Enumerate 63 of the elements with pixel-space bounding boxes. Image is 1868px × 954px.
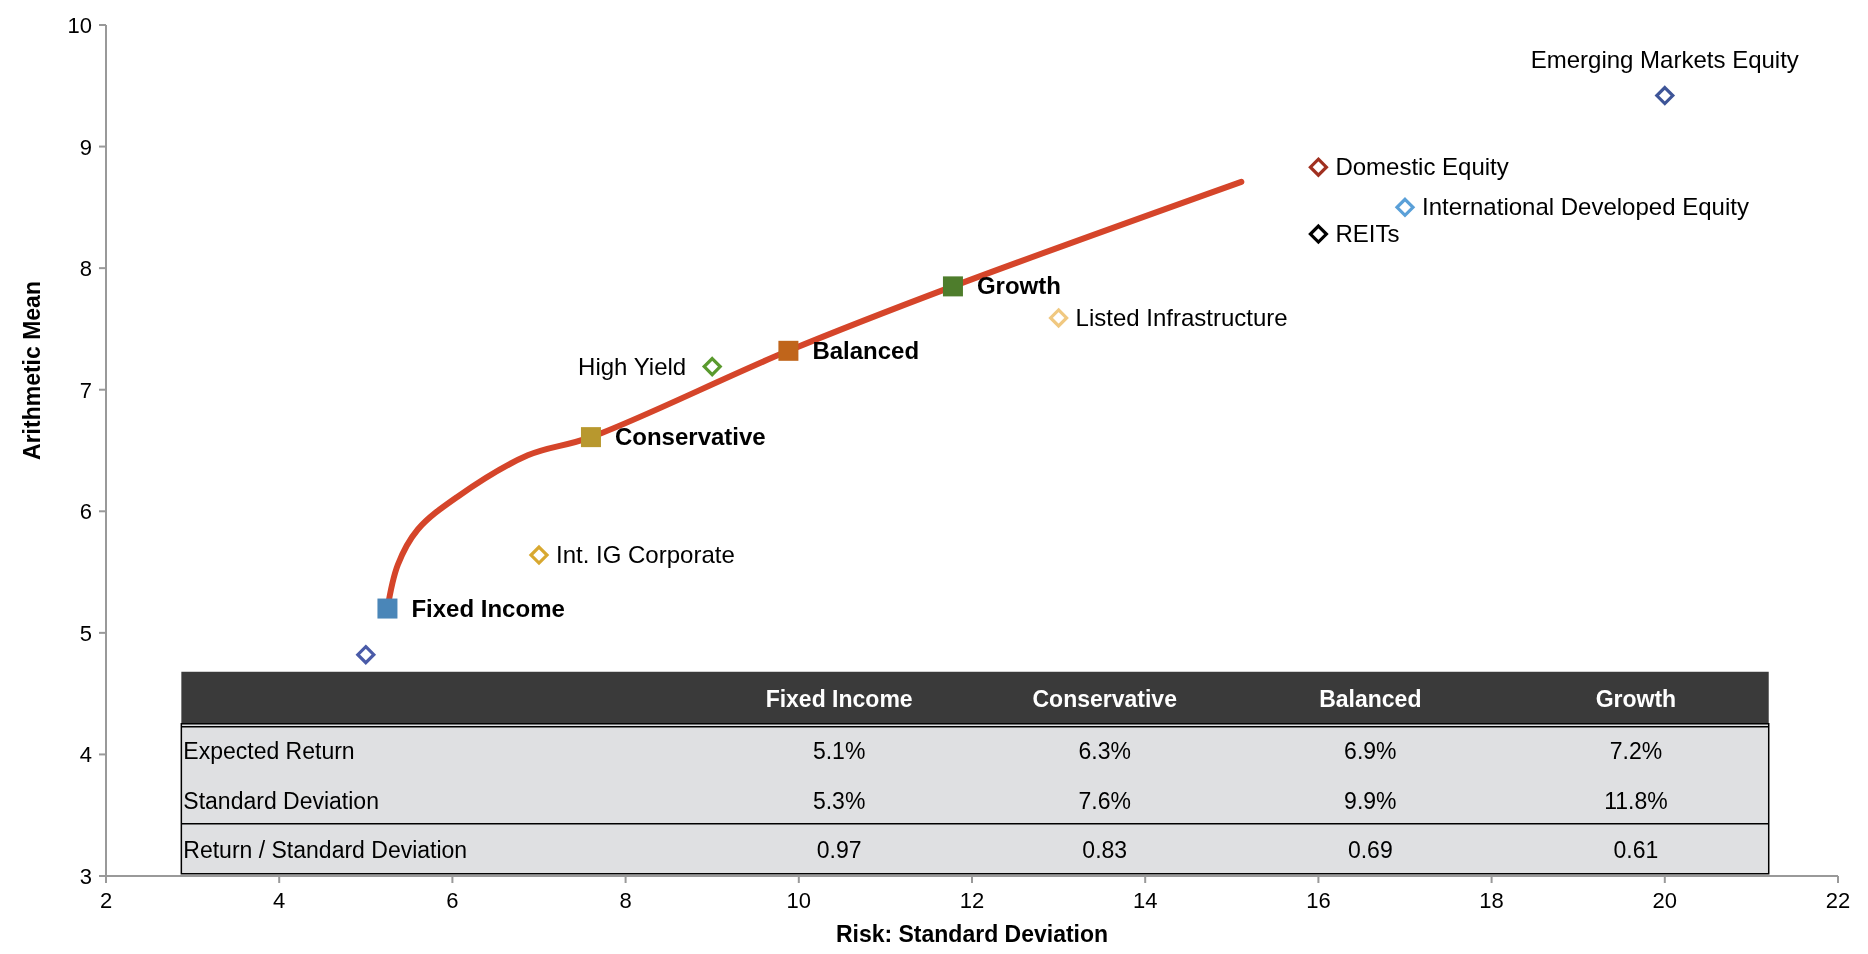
- point: [1049, 308, 1069, 328]
- text: 7.6%: [1078, 787, 1131, 814]
- point: [377, 598, 398, 619]
- point: [1655, 85, 1675, 106]
- text: 11.8%: [1604, 787, 1668, 814]
- y-tick-label: 8: [79, 256, 92, 282]
- text: 9.9%: [1344, 787, 1397, 814]
- y-tick-label: 3: [79, 864, 92, 889]
- y-tick-label: 7: [79, 377, 92, 403]
- category-label: Expected Return: [183, 737, 355, 764]
- series-label: Balanced: [812, 336, 920, 364]
- series-label: Listed Infrastructure: [1075, 303, 1288, 331]
- x-tick-label: 2: [99, 888, 113, 913]
- text: 0.69: [1347, 836, 1393, 863]
- x-tick-label: 12: [959, 888, 985, 913]
- x-tick-label: 18: [1479, 888, 1504, 913]
- point: [702, 357, 722, 377]
- series-label: Int. IG Corporate: [556, 541, 735, 569]
- y-tick-label: 9: [79, 134, 92, 160]
- y-tick-label: 4: [79, 742, 92, 768]
- x-tick-label: 6: [446, 888, 459, 913]
- series-label: REITs: [1335, 220, 1400, 248]
- x-tick-label: 4: [273, 888, 286, 913]
- point: [778, 340, 799, 361]
- category-label: Standard Deviation: [183, 787, 379, 814]
- text: 6.3%: [1078, 737, 1131, 764]
- point: [1395, 197, 1415, 217]
- series-label: International Developed Equity: [1422, 193, 1749, 221]
- x-tick-label: 22: [1825, 888, 1851, 913]
- x-tick-label: 20: [1652, 888, 1678, 913]
- series-label: Conservative: [614, 423, 766, 451]
- x-axis-title: Risk: Standard Deviation: [835, 921, 1109, 947]
- point: [580, 427, 601, 448]
- category-label: Conservative: [1032, 685, 1177, 712]
- point: [356, 645, 376, 665]
- point: [942, 276, 963, 297]
- text: 0.83: [1082, 836, 1128, 863]
- text: 5.3%: [812, 787, 866, 814]
- text: 7.2%: [1609, 737, 1663, 764]
- series-label: Domestic Equity: [1335, 153, 1509, 181]
- point: [1308, 157, 1328, 177]
- x-tick-label: 14: [1132, 888, 1158, 913]
- series-label: High Yield: [578, 352, 687, 380]
- category-label: Balanced: [1319, 685, 1422, 712]
- text: 5.1%: [812, 737, 866, 764]
- y-tick-label: 6: [79, 499, 92, 525]
- y-tick-label: 5: [79, 620, 92, 646]
- x-tick-label: 10: [786, 888, 812, 913]
- text: 0.61: [1613, 836, 1659, 863]
- series-label: Growth: [976, 272, 1061, 300]
- x-tick-label: 16: [1306, 888, 1331, 913]
- series-label: Fixed Income: [411, 594, 565, 622]
- text: 6.9%: [1344, 737, 1397, 764]
- x-tick-label: 8: [619, 888, 632, 913]
- point: [529, 545, 549, 565]
- text: 0.97: [816, 836, 862, 863]
- y-axis-title: Arithmetic Mean: [19, 281, 45, 460]
- category-label: Return / Standard Deviation: [183, 836, 468, 863]
- series-label: Emerging Markets Equity: [1530, 45, 1799, 73]
- category-label: Growth: [1595, 685, 1677, 712]
- y-tick-label: 10: [67, 13, 92, 38]
- category-label: Fixed Income: [765, 685, 913, 712]
- point: [1308, 224, 1328, 244]
